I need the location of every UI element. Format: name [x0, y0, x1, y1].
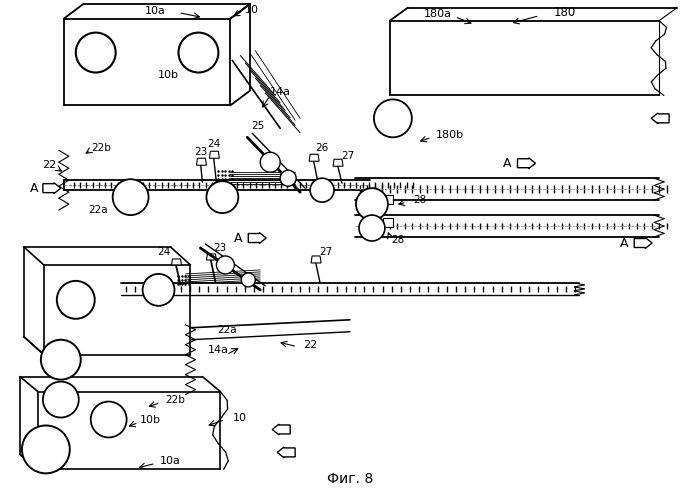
Circle shape [178, 33, 218, 73]
Circle shape [260, 152, 280, 172]
Circle shape [113, 179, 149, 215]
Text: 180b: 180b [435, 130, 463, 140]
Text: 23: 23 [214, 243, 227, 253]
Text: 26: 26 [315, 143, 329, 153]
Circle shape [280, 170, 296, 186]
Text: Фиг. 8: Фиг. 8 [327, 472, 373, 487]
Text: 22a: 22a [88, 205, 108, 215]
Text: 22a: 22a [217, 325, 237, 335]
Text: 25: 25 [252, 122, 265, 131]
Circle shape [91, 401, 127, 438]
Text: 27: 27 [319, 247, 333, 257]
Circle shape [43, 382, 79, 417]
Polygon shape [248, 233, 266, 244]
Text: 22: 22 [303, 340, 317, 350]
Polygon shape [171, 259, 182, 265]
Text: 14a: 14a [208, 344, 229, 355]
Circle shape [22, 425, 70, 473]
Text: 22b: 22b [91, 143, 110, 153]
Text: 10a: 10a [160, 456, 181, 466]
Circle shape [310, 178, 334, 202]
Polygon shape [196, 158, 206, 165]
Text: 28: 28 [413, 195, 426, 205]
Polygon shape [634, 238, 652, 248]
Text: 10a: 10a [145, 6, 166, 16]
Polygon shape [210, 151, 219, 158]
Text: A: A [503, 157, 512, 170]
Circle shape [75, 33, 115, 73]
Circle shape [217, 256, 234, 274]
Text: 24: 24 [157, 247, 170, 257]
Text: 180a: 180a [424, 9, 452, 19]
Polygon shape [651, 113, 669, 124]
Text: 180: 180 [554, 6, 575, 19]
Text: A: A [620, 237, 628, 249]
Text: 10b: 10b [158, 71, 179, 80]
Polygon shape [333, 159, 343, 166]
Text: 28: 28 [391, 235, 405, 245]
Polygon shape [311, 256, 321, 263]
Circle shape [374, 99, 412, 137]
Text: 10: 10 [233, 413, 247, 422]
Circle shape [143, 274, 175, 306]
Polygon shape [309, 154, 319, 161]
Polygon shape [383, 195, 393, 204]
Polygon shape [206, 254, 217, 260]
Circle shape [206, 181, 238, 213]
Circle shape [356, 188, 388, 220]
Text: 10: 10 [245, 5, 259, 15]
Text: 10b: 10b [140, 415, 161, 424]
Text: 22: 22 [42, 160, 56, 170]
Text: A: A [29, 182, 38, 195]
Polygon shape [272, 424, 290, 435]
Text: 27: 27 [341, 151, 354, 161]
Polygon shape [383, 218, 393, 227]
Circle shape [241, 273, 255, 287]
Polygon shape [43, 183, 61, 194]
Text: 24: 24 [207, 139, 220, 149]
Circle shape [57, 281, 95, 319]
Text: 22b: 22b [166, 394, 185, 405]
Circle shape [359, 215, 385, 241]
Text: 23: 23 [194, 147, 207, 157]
Circle shape [41, 340, 81, 380]
Polygon shape [278, 447, 295, 458]
Text: A: A [234, 231, 243, 245]
Text: 14a: 14a [270, 87, 291, 98]
Polygon shape [517, 158, 535, 169]
